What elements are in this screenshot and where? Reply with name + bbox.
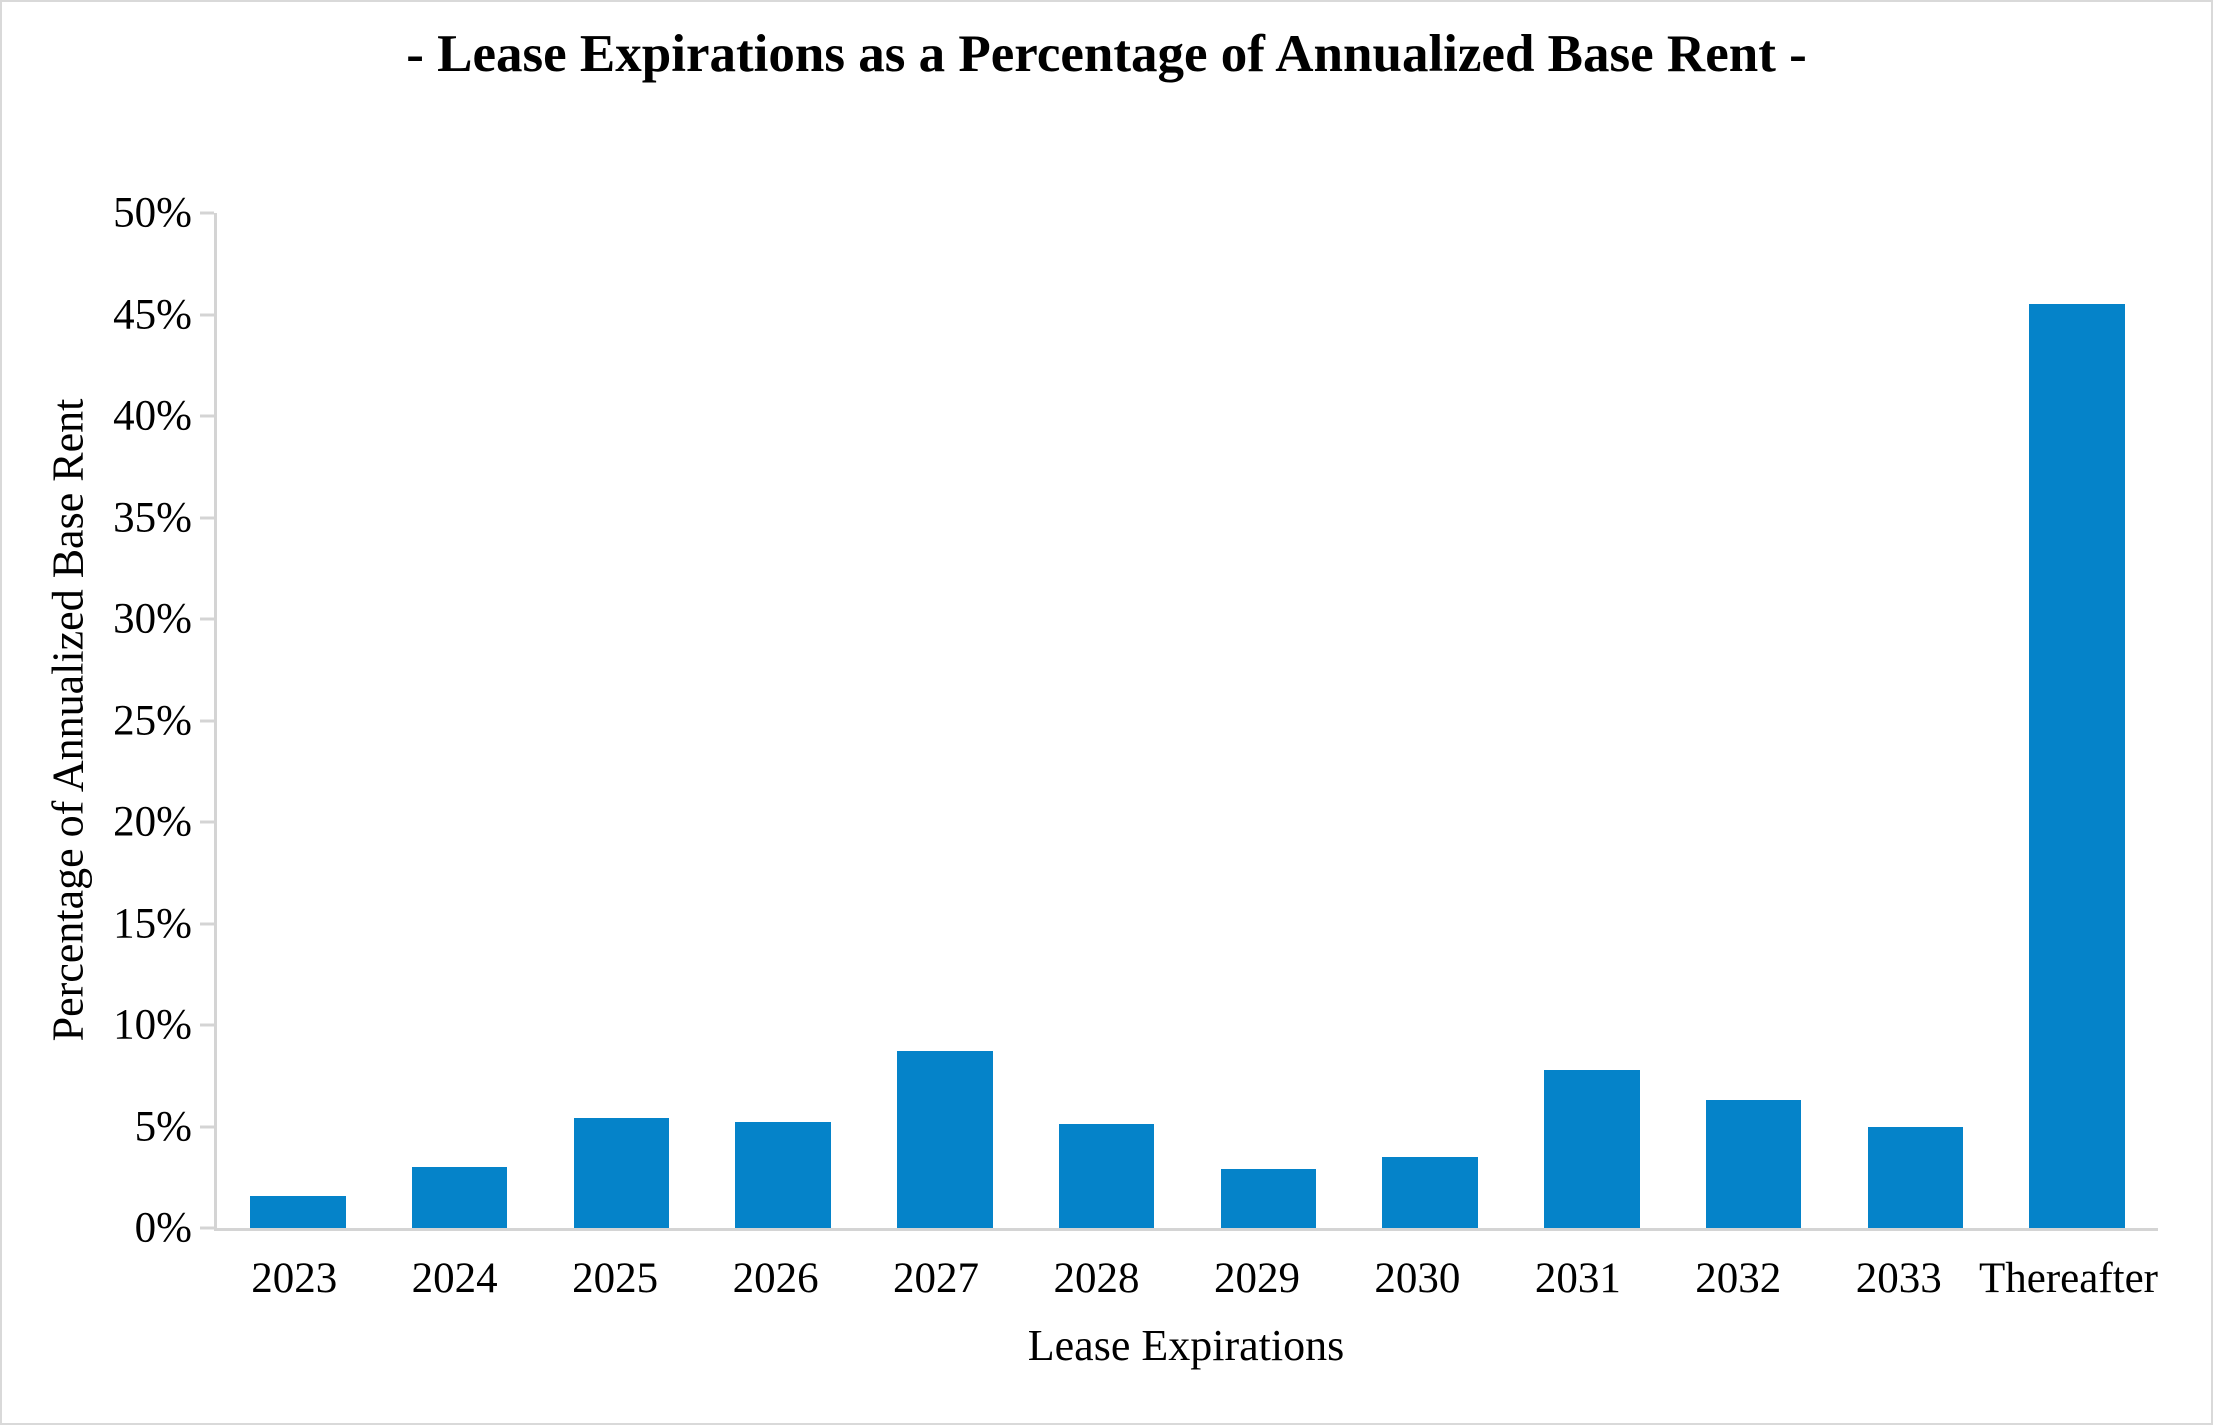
x-tick-label: 2030	[1374, 1255, 1461, 1302]
bar-slot	[541, 213, 703, 1228]
x-axis-labels: 2023 2024 2025 2026 2027 2028 2029 2030 2031 2032…	[214, 1254, 2158, 1303]
y-tick-label: 45%	[113, 291, 192, 338]
bar-2029	[1220, 1169, 1317, 1228]
y-tick-mark	[200, 211, 214, 215]
y-tick-mark	[200, 313, 214, 316]
bar-2025	[573, 1118, 670, 1228]
x-tick-label: Thereafter	[1978, 1255, 2158, 1302]
bar-slot	[217, 213, 379, 1228]
bar-2026	[735, 1122, 831, 1228]
y-tick-mark	[200, 414, 214, 418]
bar-slot	[1188, 213, 1350, 1228]
bar-slot	[1835, 213, 1997, 1228]
bar-slot	[379, 213, 541, 1228]
y-tick-label: 15%	[113, 900, 192, 947]
bar-slot	[1673, 213, 1835, 1228]
x-tick-label: 2029	[1213, 1255, 1300, 1302]
y-tick-label: 30%	[113, 595, 192, 643]
y-tick-label: 20%	[113, 798, 192, 846]
chart-title: - Lease Expirations as a Percentage of A…	[406, 25, 1807, 83]
bar-2033	[1867, 1126, 1964, 1228]
x-tick-label: 2024	[411, 1255, 498, 1302]
x-tick-label: 2032	[1695, 1255, 1782, 1302]
bar-2032	[1705, 1100, 1802, 1228]
x-tick-label: 2028	[1053, 1255, 1140, 1302]
bar-2028	[1058, 1124, 1155, 1228]
x-axis-title: Lease Expirations	[1027, 1321, 1345, 1370]
y-tick-mark	[200, 922, 214, 925]
y-tick-label: 25%	[113, 697, 192, 744]
bar-slot	[864, 213, 1026, 1228]
x-tick-label: 2027	[893, 1255, 980, 1302]
y-tick-label: 50%	[113, 189, 192, 237]
plot-area	[200, 211, 2158, 1231]
x-tick-label: 2031	[1534, 1255, 1621, 1302]
y-tick-label: 5%	[134, 1103, 192, 1150]
y-tick-mark	[200, 516, 214, 519]
bar-2030	[1382, 1156, 1478, 1228]
bar-thereafter	[2029, 304, 2125, 1228]
y-tick-mark	[200, 1125, 214, 1128]
bars	[217, 213, 2158, 1228]
x-tick-label: 2033	[1855, 1255, 1942, 1302]
y-tick-label: 10%	[113, 1001, 192, 1049]
y-tick-mark	[200, 820, 214, 824]
y-tick-mark	[200, 719, 214, 722]
bar-slot	[1349, 213, 1511, 1228]
y-tick-mark	[200, 617, 214, 621]
x-tick-label: 2023	[251, 1255, 338, 1302]
x-tick-label: 2026	[732, 1255, 819, 1302]
y-tick-mark	[200, 1023, 214, 1027]
bar-2031	[1544, 1069, 1640, 1228]
bar-slot	[702, 213, 864, 1228]
bar-slot	[1026, 213, 1188, 1228]
bar-2027	[897, 1051, 993, 1228]
bar-slot	[1511, 213, 1673, 1228]
x-tick-label: 2025	[572, 1255, 659, 1302]
bar-2023	[250, 1195, 346, 1228]
bar-2024	[411, 1167, 508, 1228]
y-axis-labels: 50% 45% 40% 35% 30% 25% 20% 15% 10% 5% 0%	[2, 190, 192, 1252]
y-tick-mark	[200, 1226, 214, 1230]
y-tick-label: 0%	[134, 1204, 192, 1252]
y-tick-label: 40%	[113, 392, 192, 440]
y-tick-label: 35%	[113, 494, 192, 541]
bar-slot	[1996, 213, 2158, 1228]
